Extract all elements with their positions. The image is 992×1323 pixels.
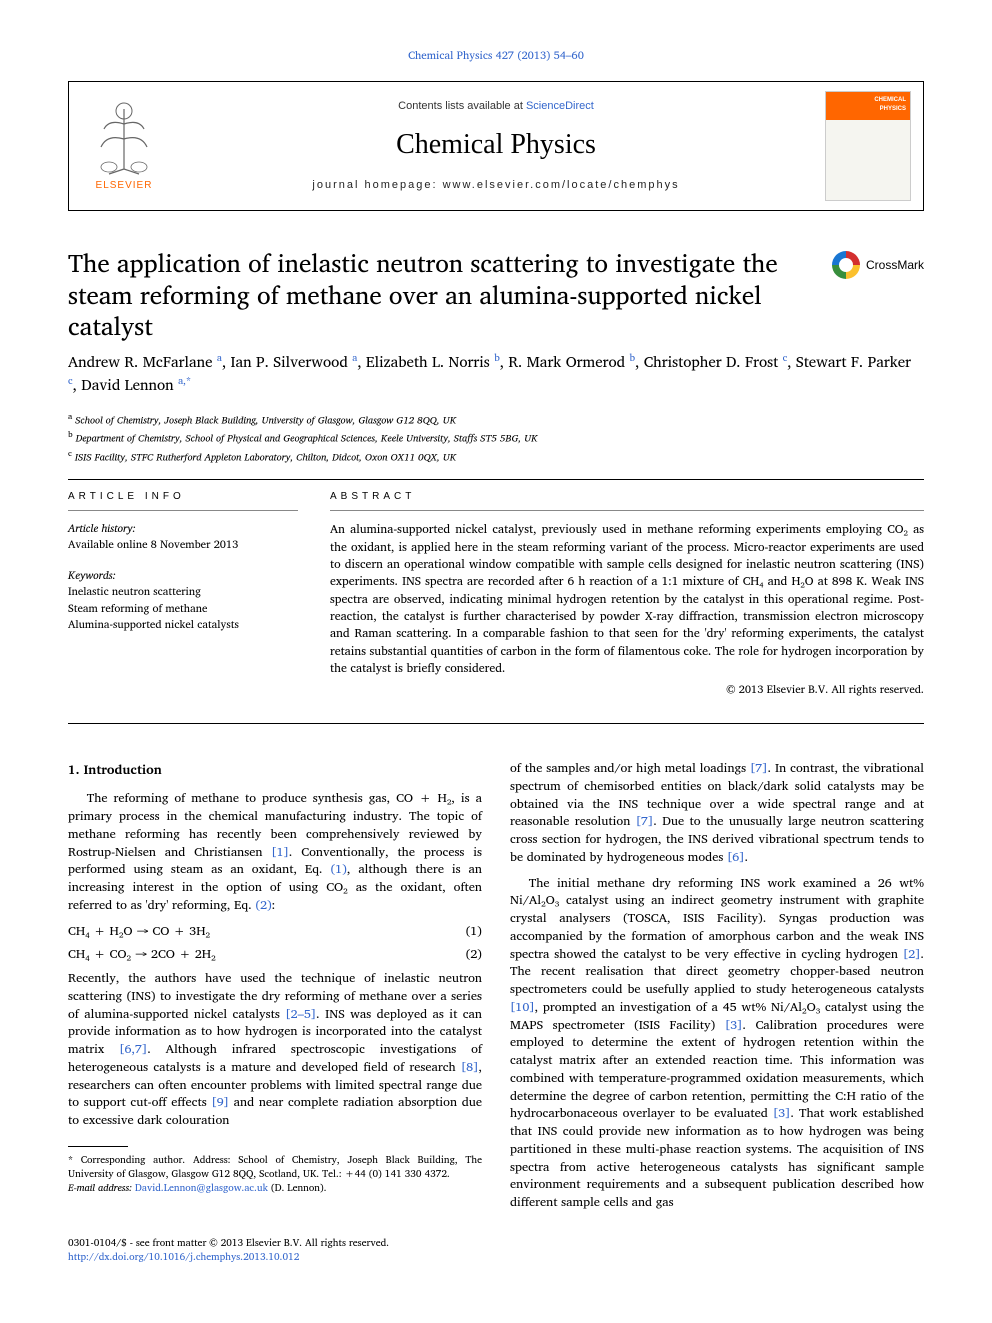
citation-link[interactable]: [6] xyxy=(727,847,745,867)
keyword: Alumina-supported nickel catalysts xyxy=(68,616,298,633)
equation: CH₄ + H₂O → CO + 3H₂ (1) xyxy=(68,923,482,941)
divider xyxy=(68,510,298,511)
equation: CH₄ + CO₂ → 2CO + 2H₂ (2) xyxy=(68,946,482,964)
equation-number: (1) xyxy=(466,923,482,941)
abstract-panel: ABSTRACT An alumina-supported nickel cat… xyxy=(330,490,924,697)
homepage-label: journal homepage: xyxy=(312,179,442,191)
cover-image xyxy=(825,91,911,201)
elsevier-logo[interactable]: ELSEVIER xyxy=(69,82,179,210)
affiliation: b Department of Chemistry, School of Phy… xyxy=(68,428,924,446)
contents-line: Contents lists available at ScienceDirec… xyxy=(398,99,594,114)
author: Elizabeth L. Norris b xyxy=(366,349,500,374)
elsevier-label: ELSEVIER xyxy=(96,179,153,193)
doi-link[interactable]: http://dx.doi.org/10.1016/j.chemphys.201… xyxy=(68,1250,924,1264)
header-center: Contents lists available at ScienceDirec… xyxy=(179,82,813,210)
homepage-url[interactable]: www.elsevier.com/locate/chemphys xyxy=(443,179,680,191)
keywords-label: Keywords: xyxy=(68,568,298,583)
author: David Lennon a,* xyxy=(81,372,191,397)
journal-homepage: journal homepage: www.elsevier.com/locat… xyxy=(312,178,679,193)
article-title: The application of inelastic neutron sca… xyxy=(68,247,924,341)
author-list: Andrew R. McFarlane a, Ian P. Silverwood… xyxy=(68,351,924,396)
equation-body: CH₄ + CO₂ → 2CO + 2H₂ xyxy=(68,946,216,964)
body-paragraph: The initial methane dry reforming INS wo… xyxy=(510,875,924,1212)
article-body: 1. Introduction The reforming of methane… xyxy=(68,760,924,1212)
author: Ian P. Silverwood a xyxy=(231,349,358,374)
crossmark-icon xyxy=(832,251,860,279)
footnote-text: * Corresponding author. Address: School … xyxy=(68,1153,482,1181)
history-text: Available online 8 November 2013 xyxy=(68,537,298,552)
equation-body: CH₄ + H₂O → CO + 3H₂ xyxy=(68,923,210,941)
footnote-rule xyxy=(68,1146,128,1147)
equation-number: (2) xyxy=(466,946,482,964)
body-paragraph: The reforming of methane to produce synt… xyxy=(68,790,482,914)
keywords-list: Inelastic neutron scattering Steam refor… xyxy=(68,583,298,633)
email-link[interactable]: David.Lennon@glasgow.ac.uk xyxy=(135,1180,268,1196)
abstract-copyright: © 2013 Elsevier B.V. All rights reserved… xyxy=(330,682,924,697)
abstract-label: ABSTRACT xyxy=(330,490,924,504)
cover-thumbnail[interactable] xyxy=(813,82,923,210)
section-heading: 1. Introduction xyxy=(68,760,482,778)
abstract-text: An alumina-supported nickel catalyst, pr… xyxy=(330,521,924,678)
crossmark-badge[interactable]: CrossMark xyxy=(832,251,924,279)
elsevier-tree-icon xyxy=(89,99,159,177)
body-paragraph: of the samples and/or high metal loading… xyxy=(510,760,924,867)
affiliation: a School of Chemistry, Joseph Black Buil… xyxy=(68,410,924,428)
author: Christopher D. Frost c xyxy=(644,349,788,374)
crossmark-label: CrossMark xyxy=(866,258,924,273)
keyword: Inelastic neutron scattering xyxy=(68,583,298,600)
journal-header-box: ELSEVIER Contents lists available at Sci… xyxy=(68,81,924,211)
page-footer: 0301-0104/$ - see front matter © 2013 El… xyxy=(68,1236,924,1264)
corresponding-author-footnote: * Corresponding author. Address: School … xyxy=(68,1153,482,1195)
journal-name: Chemical Physics xyxy=(396,125,596,164)
affiliation: c ISIS Facility, STFC Rutherford Appleto… xyxy=(68,447,924,465)
author: R. Mark Ormerod b xyxy=(508,349,635,374)
sciencedirect-link[interactable]: ScienceDirect xyxy=(526,100,594,112)
email-label: E-mail address: xyxy=(68,1180,135,1196)
article-info-label: ARTICLE INFO xyxy=(68,490,298,504)
body-paragraph: Recently, the authors have used the tech… xyxy=(68,970,482,1130)
equation-link[interactable]: (2) xyxy=(255,895,271,915)
author: Andrew R. McFarlane a xyxy=(68,349,222,374)
contents-prefix: Contents lists available at xyxy=(398,100,526,112)
divider xyxy=(68,723,924,724)
keyword: Steam reforming of methane xyxy=(68,600,298,617)
divider xyxy=(68,479,924,480)
divider xyxy=(330,510,924,511)
article-info-panel: ARTICLE INFO Article history: Available … xyxy=(68,490,298,697)
issn-line: 0301-0104/$ - see front matter © 2013 El… xyxy=(68,1236,924,1250)
affiliations: a School of Chemistry, Joseph Black Buil… xyxy=(68,410,924,465)
citation-header[interactable]: Chemical Physics 427 (2013) 54–60 xyxy=(68,48,924,63)
